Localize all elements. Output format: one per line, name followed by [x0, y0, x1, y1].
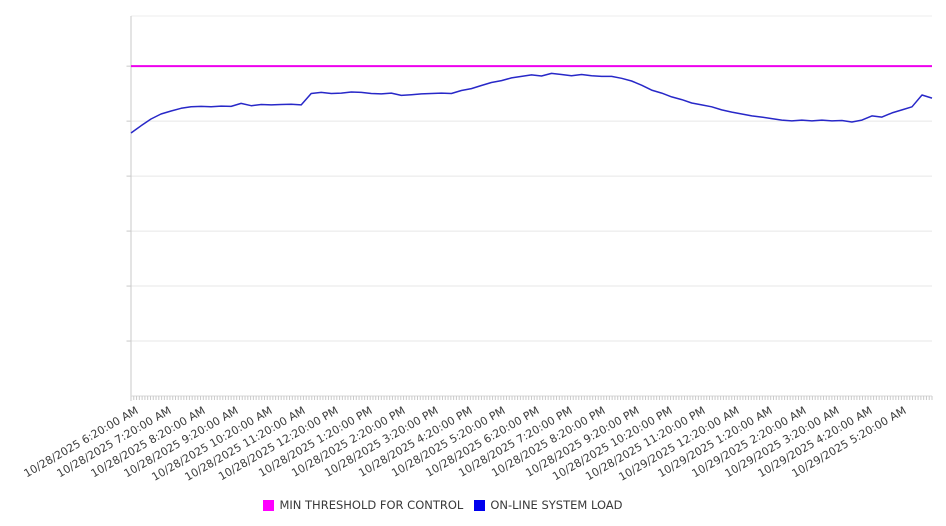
- legend: MIN THRESHOLD FOR CONTROL ON-LINE SYSTEM…: [0, 498, 916, 512]
- online-system-load-line: [130, 72, 933, 134]
- legend-item-min-threshold[interactable]: MIN THRESHOLD FOR CONTROL: [263, 498, 463, 512]
- legend-swatch-min-threshold-icon: [263, 499, 275, 511]
- plot-area: [126, 15, 933, 401]
- legend-item-online-system-load[interactable]: ON-LINE SYSTEM LOAD: [474, 498, 623, 512]
- legend-swatch-online-system-load-icon: [474, 499, 486, 511]
- legend-label-min-threshold: MIN THRESHOLD FOR CONTROL: [279, 498, 464, 512]
- legend-label-online-system-load: ON-LINE SYSTEM LOAD: [490, 498, 623, 512]
